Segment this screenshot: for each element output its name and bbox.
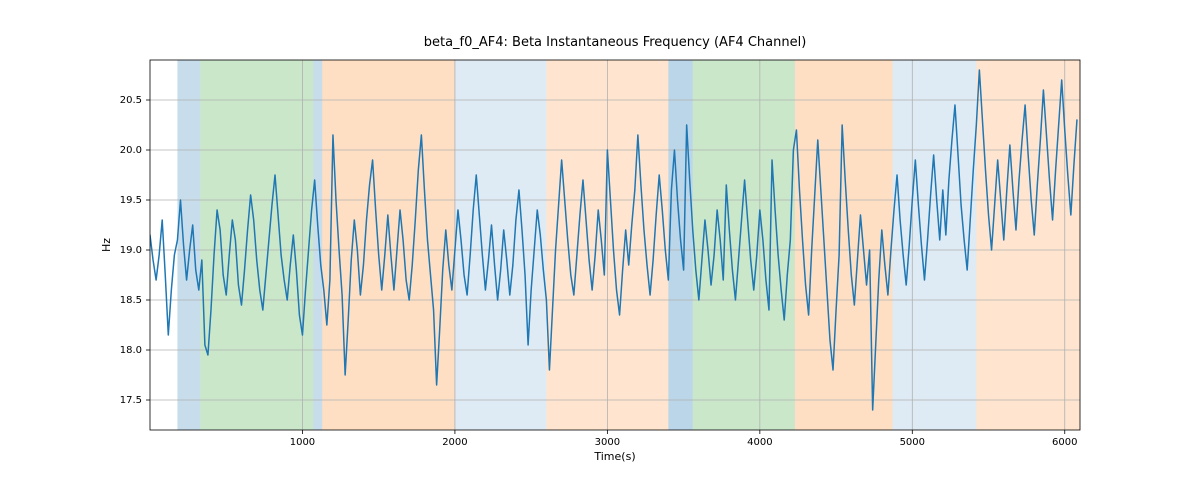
xtick-label: 5000	[900, 437, 925, 448]
xtick-label: 6000	[1052, 437, 1077, 448]
ytick-label: 18.5	[120, 295, 142, 306]
y-axis-label: Hz	[100, 238, 113, 252]
xtick-label: 2000	[442, 437, 467, 448]
region-band	[795, 60, 893, 430]
chart-title: beta_f0_AF4: Beta Instantaneous Frequenc…	[424, 35, 807, 50]
region-band	[455, 60, 546, 430]
x-axis-label: Time(s)	[593, 450, 635, 463]
line-chart: 1000 2000 3000 4000 5000 6000 17.5 18.0 18.5 19.0…	[0, 0, 1200, 500]
xtick-label: 3000	[595, 437, 620, 448]
ytick-label: 18.0	[120, 345, 142, 356]
ytick-label: 19.5	[120, 195, 142, 206]
ytick-label: 19.0	[120, 245, 142, 256]
ytick-label: 20.5	[120, 95, 142, 106]
region-band	[313, 60, 322, 430]
chart-container: 1000 2000 3000 4000 5000 6000 17.5 18.0 18.5 19.0…	[0, 0, 1200, 500]
ytick-label: 17.5	[120, 395, 142, 406]
xtick-label: 4000	[747, 437, 772, 448]
region-band	[177, 60, 200, 430]
ytick-label: 20.0	[120, 145, 142, 156]
region-band	[200, 60, 313, 430]
xtick-label: 1000	[290, 437, 315, 448]
region-bands	[177, 60, 1080, 430]
region-band	[322, 60, 455, 430]
region-band	[892, 60, 976, 430]
